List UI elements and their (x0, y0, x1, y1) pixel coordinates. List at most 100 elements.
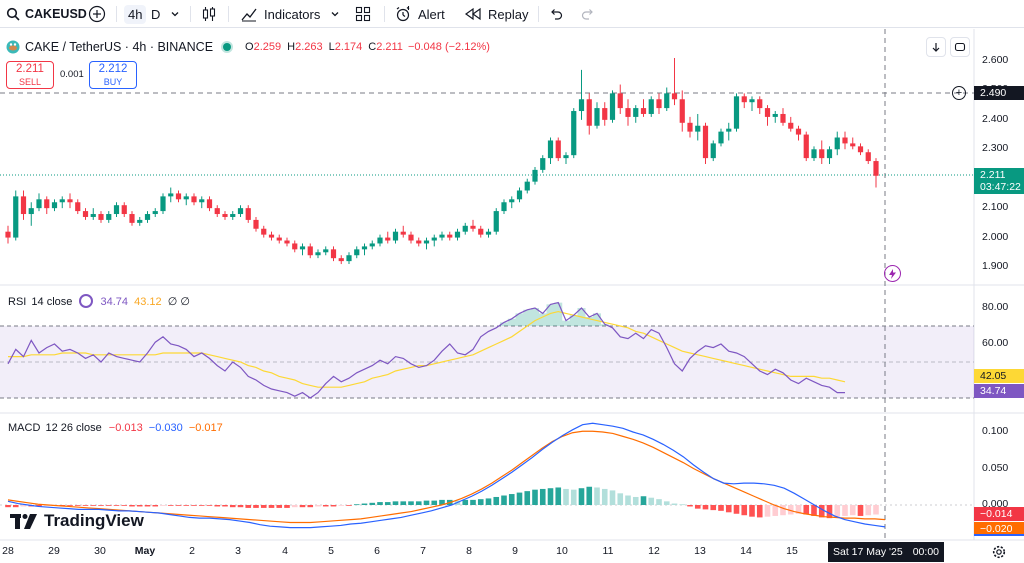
rsi-extra-values: ∅ ∅ (167, 296, 190, 308)
macd-histogram-bar (198, 505, 205, 506)
macd-histogram-bar (98, 505, 104, 506)
indicators-label: Indicators (264, 6, 321, 22)
add-alert-plus-icon[interactable]: + (952, 86, 966, 100)
candle-body (555, 140, 561, 159)
tradingview-logo[interactable]: TradingView (10, 511, 144, 531)
candle-body (330, 249, 337, 259)
macd-histogram-bar (617, 493, 624, 505)
redo-button[interactable] (580, 0, 596, 28)
candle-body (20, 196, 27, 215)
macd-tick-label: 0.100 (982, 425, 1009, 437)
macd-histogram-bar (415, 501, 422, 505)
candle-body (478, 228, 484, 235)
candle-body (44, 199, 50, 209)
alert-label: Alert (418, 6, 445, 22)
rsi-line (7, 301, 845, 399)
low-label: L (328, 41, 335, 53)
scroll-down-button[interactable] (926, 37, 946, 57)
candle-body (826, 149, 833, 159)
macd-histogram-bar (276, 505, 283, 508)
maximize-icon (954, 42, 966, 52)
macd-histogram-bar (780, 505, 786, 516)
candles-layer (5, 58, 879, 265)
time-tick-label: 13 (694, 545, 706, 557)
candle-body (67, 199, 73, 203)
candle-body (28, 208, 34, 215)
candle-body (594, 108, 600, 126)
sell-button[interactable]: 2.211 SELL (6, 61, 54, 89)
candle-body (788, 122, 794, 129)
replay-button[interactable]: Replay (464, 0, 528, 28)
candle-body (803, 134, 809, 159)
high-value: 2.263 (295, 41, 323, 53)
candle-body (59, 199, 65, 203)
macd-histogram-bar (671, 503, 678, 505)
close-value: 2.211 (376, 41, 403, 53)
alert-button[interactable]: Alert (394, 0, 445, 28)
macd-histogram-bar (268, 505, 275, 508)
macd-legend[interactable]: MACD 12 26 close −0.013 −0.030 −0.017 (8, 422, 223, 434)
replay-label: Replay (488, 6, 529, 22)
candle-body (671, 93, 678, 100)
candle-body (144, 214, 151, 220)
macd-histogram-bar (764, 505, 771, 517)
plus-circle-icon (88, 5, 106, 23)
macd-histogram-bar (206, 505, 213, 506)
macd-histogram-bar (625, 495, 631, 505)
sell-label: SELL (18, 77, 42, 87)
tradingview-logo-text: TradingView (44, 511, 144, 530)
timeframe-4h-button[interactable]: 4h (124, 4, 147, 24)
timeframe-d-button[interactable]: D (151, 6, 161, 22)
candle-body (299, 246, 306, 250)
buy-button[interactable]: 2.212 BUY (89, 61, 137, 89)
candle-body (819, 149, 825, 159)
macd-histogram-bar (315, 505, 321, 507)
macd-histogram-bar (353, 504, 360, 506)
buy-label: BUY (103, 77, 123, 87)
macd-histogram-bar (865, 505, 872, 516)
candle-body (547, 140, 554, 159)
candle-body (82, 211, 89, 217)
chart-type-button[interactable] (200, 0, 218, 28)
macd-histogram-bar (384, 502, 391, 505)
macd-histogram-bar (795, 505, 802, 514)
macd-histogram-bar (857, 505, 864, 516)
macd-histogram-bar (183, 505, 190, 506)
chart-settings-button[interactable] (992, 545, 1006, 563)
toolbar-divider (190, 6, 191, 22)
last-price-tag: 2.211 03:47:22 (974, 168, 1024, 194)
indicators-button[interactable]: Indicators (240, 0, 320, 28)
compare-symbol-button[interactable] (88, 0, 106, 28)
macd-histogram-bar (36, 505, 42, 507)
rsi-legend[interactable]: RSI 14 close 34.74 43.12 ∅ ∅ (8, 294, 190, 308)
macd-histogram-bar (632, 496, 639, 505)
undo-button[interactable] (548, 0, 564, 28)
candle-body (416, 240, 422, 244)
candle-body (873, 161, 879, 176)
candle-body (865, 152, 871, 162)
candle-body (307, 246, 313, 256)
indicator-templates-dropdown[interactable] (330, 0, 340, 28)
candle-body (392, 231, 399, 241)
candle-body (175, 193, 182, 200)
candle-body (253, 219, 259, 229)
symbol-title[interactable]: CAKE / TetherUS · 4h · BINANCE (25, 40, 214, 54)
timeframe-dropdown[interactable] (170, 0, 180, 28)
candle-body (90, 214, 96, 217)
time-tick-label: 15 (786, 545, 798, 557)
symbol-search-button[interactable]: CAKEUSD (6, 0, 87, 28)
macd-histogram-bar (640, 496, 647, 505)
toolbar-divider (228, 6, 229, 22)
layout-button[interactable] (354, 0, 372, 28)
macd-histogram-bar (90, 505, 97, 506)
economic-event-marker[interactable] (884, 265, 901, 282)
replay-icon (464, 7, 481, 21)
macd-histogram-bar (772, 505, 779, 516)
maximize-pane-button[interactable] (950, 37, 970, 57)
rsi-settings-icon[interactable] (79, 294, 94, 308)
time-tick-label: 5 (328, 545, 334, 557)
macd-histogram-bar (508, 494, 515, 505)
candle-body (640, 108, 647, 114)
macd-histogram-bar (12, 505, 19, 508)
